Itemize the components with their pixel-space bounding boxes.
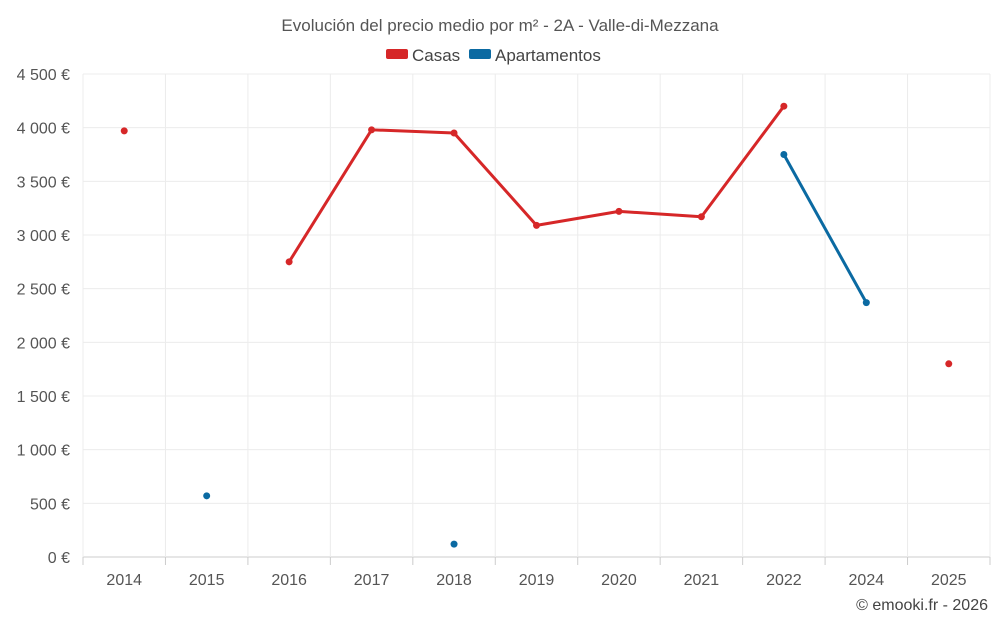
y-tick-label: 500 € [30,496,70,513]
gridlines [83,74,990,557]
data-point-casas[interactable] [615,208,622,215]
y-tick-label: 2 000 € [17,335,70,352]
x-tick-label: 2022 [766,572,802,589]
x-tick-label: 2021 [684,572,720,589]
data-point-apartamentos[interactable] [780,151,787,158]
data-point-casas[interactable] [451,130,458,137]
x-axis: 2014 2015 2016 2017 2018 2019 2020 2021 2022 2024… [83,557,990,589]
x-tick-label: 2019 [519,572,555,589]
series-layer [121,103,953,548]
data-point-apartamentos[interactable] [451,541,458,548]
legend-swatch-apartamentos [469,49,491,59]
x-tick-label: 2017 [354,572,390,589]
x-tick-label: 2016 [271,572,307,589]
legend-item-apartamentos[interactable]: Apartamentos [469,46,601,65]
data-point-casas[interactable] [945,360,952,367]
legend-label-apartamentos: Apartamentos [495,46,601,65]
credit-text: © emooki.fr - 2026 [856,597,988,614]
legend: Casas Apartamentos [386,46,601,65]
x-tick-label: 2020 [601,572,637,589]
y-tick-label: 2 500 € [17,282,70,299]
x-tick-label: 2015 [189,572,225,589]
y-axis: 0 € 500 € 1 000 € 1 500 € 2 000 € 2 500 € 3 00… [17,67,70,567]
legend-label-casas: Casas [412,46,460,65]
data-point-casas[interactable] [698,213,705,220]
data-point-casas[interactable] [368,126,375,133]
y-tick-label: 4 500 € [17,67,70,84]
x-tick-label: 2014 [106,572,142,589]
chart-title: Evolución del precio medio por m² - 2A -… [281,16,719,35]
y-tick-label: 0 € [48,550,70,567]
x-tick-label: 2024 [849,572,885,589]
data-point-apartamentos[interactable] [203,492,210,499]
data-point-apartamentos[interactable] [863,299,870,306]
data-point-casas[interactable] [286,258,293,265]
y-tick-label: 1 500 € [17,389,70,406]
series-line-casas [289,106,784,262]
data-point-casas[interactable] [780,103,787,110]
y-tick-label: 3 000 € [17,228,70,245]
legend-swatch-casas [386,49,408,59]
y-tick-label: 1 000 € [17,443,70,460]
data-point-casas[interactable] [533,222,540,229]
x-tick-label: 2025 [931,572,967,589]
data-point-casas[interactable] [121,127,128,134]
legend-item-casas[interactable]: Casas [386,46,460,65]
y-tick-label: 3 500 € [17,174,70,191]
x-tick-label: 2018 [436,572,472,589]
y-tick-label: 4 000 € [17,121,70,138]
